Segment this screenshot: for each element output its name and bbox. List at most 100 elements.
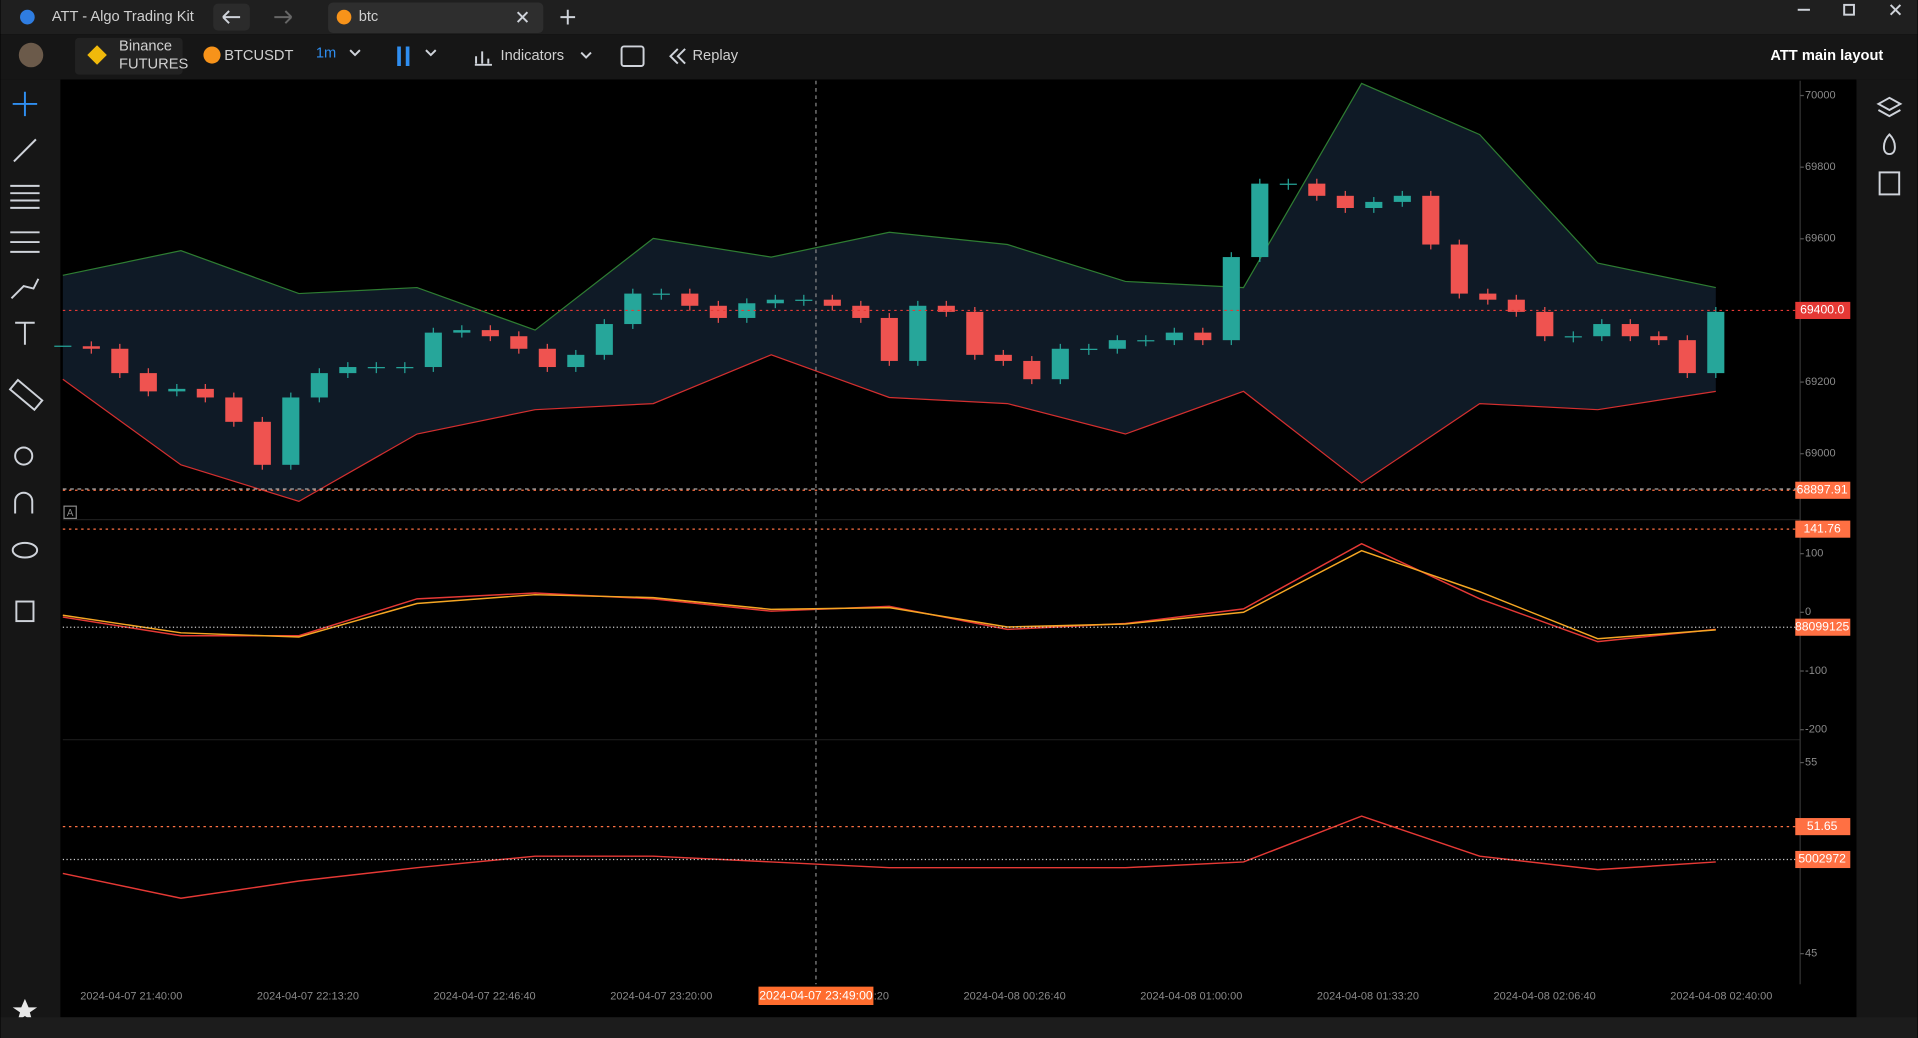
candle [567, 354, 585, 368]
crosshair-tool[interactable] [12, 91, 38, 117]
new-tab[interactable] [560, 9, 576, 25]
y-tick-label: 45 [1805, 948, 1817, 960]
candle [1222, 257, 1240, 341]
candle [1194, 332, 1212, 341]
candle [1108, 340, 1126, 349]
list-button[interactable] [1878, 171, 1901, 196]
marker-box [1795, 520, 1851, 538]
visibility-tool[interactable] [11, 541, 39, 559]
candle [709, 305, 727, 318]
candle [82, 346, 100, 349]
alerts-button[interactable] [1882, 133, 1896, 156]
maximize[interactable] [1843, 3, 1855, 16]
band-fill [62, 83, 1716, 502]
left-sidebar [0, 79, 61, 1038]
candle [510, 336, 528, 349]
candle [1308, 183, 1326, 196]
candle [795, 299, 813, 301]
tab-close[interactable] [516, 11, 529, 23]
forward-button[interactable] [274, 10, 293, 24]
marker-label: 69400.0 [1800, 303, 1844, 317]
text-tool[interactable] [15, 321, 35, 345]
candle [1023, 360, 1041, 380]
indicator-line [62, 815, 1716, 899]
tab-title: btc [359, 9, 379, 25]
candle [367, 367, 385, 369]
symbol[interactable]: BTCUSDT [224, 48, 293, 64]
candle [823, 299, 841, 306]
candle [1365, 201, 1383, 208]
right-sidebar [1856, 79, 1918, 1038]
indicators-button[interactable]: Indicators [501, 48, 565, 64]
replay-icon [669, 48, 686, 65]
trendline-tool[interactable] [13, 138, 37, 163]
brush-tool[interactable] [10, 278, 40, 300]
ruler-tool[interactable] [8, 378, 44, 412]
chart-type-caret [425, 49, 437, 57]
candle [196, 388, 214, 398]
favorites[interactable] [12, 998, 38, 1021]
indicator-line [62, 542, 1716, 643]
candle [1251, 183, 1269, 258]
exchange-button[interactable] [75, 37, 183, 75]
zoom-tool[interactable] [14, 446, 34, 466]
candle [339, 367, 357, 374]
auto-box [63, 505, 77, 519]
marker-label: 68897.91 [1797, 483, 1848, 497]
candle [111, 348, 129, 374]
marker-label: 141.76 [1803, 521, 1841, 535]
interval[interactable]: 1m [316, 46, 336, 62]
candle [1621, 324, 1639, 337]
magnet-tool[interactable] [14, 491, 34, 514]
candle [54, 345, 72, 347]
marker-box [1795, 301, 1851, 319]
layout-name[interactable]: ATT main layout [1770, 48, 1883, 64]
calendar-button[interactable] [620, 45, 645, 67]
candle [1707, 311, 1725, 374]
candle [1479, 293, 1497, 300]
status-bar [0, 1017, 1918, 1038]
candle [652, 293, 670, 295]
close[interactable] [1889, 4, 1902, 16]
candle [1507, 299, 1525, 312]
candle [1564, 336, 1582, 338]
candle [1422, 195, 1440, 245]
y-tick-label: 70000 [1805, 89, 1836, 101]
x-tick-label: 2024-04-08 01:33:20 [1317, 990, 1419, 1002]
candle [1080, 348, 1098, 350]
x-tick-label: 2024-04-08 02:40:00 [1670, 990, 1772, 1002]
y-tick-label: 69600 [1805, 233, 1836, 245]
candle [424, 332, 442, 368]
channel-tool[interactable] [10, 231, 40, 253]
candle [966, 311, 984, 355]
app-icon [20, 9, 35, 25]
layers-button[interactable] [1876, 96, 1903, 118]
candle [909, 305, 927, 361]
x-tick-label: 2024-04-07 22:13:20 [257, 990, 359, 1002]
candle [1336, 195, 1354, 208]
avatar[interactable] [18, 42, 44, 68]
level-label: 88099125 [1795, 619, 1850, 633]
fib-tool[interactable] [10, 184, 40, 209]
y-tick-label: -200 [1805, 724, 1827, 736]
candle [453, 330, 471, 333]
x-tick-label: 2024-04-08 00:26:40 [964, 990, 1066, 1002]
delete-tool[interactable] [15, 600, 35, 623]
y-tick-label: 69000 [1805, 448, 1836, 460]
candle [880, 317, 898, 361]
crosshair-time: 2024-04-07 23:49:00 [759, 989, 873, 1003]
candle [396, 367, 414, 369]
exchange-name: Binance [119, 38, 172, 54]
x-tick-label: 2024-04-08 01:00:00 [1140, 990, 1242, 1002]
candle [282, 397, 300, 465]
crosshair-time-box [758, 986, 874, 1005]
candle [624, 293, 642, 325]
candle [1279, 183, 1297, 185]
candle [310, 373, 328, 398]
y-tick-label: -100 [1805, 665, 1827, 677]
replay-button[interactable]: Replay [692, 48, 738, 64]
chart-type[interactable] [397, 46, 410, 67]
tab[interactable] [328, 2, 544, 34]
candle [1650, 336, 1668, 341]
